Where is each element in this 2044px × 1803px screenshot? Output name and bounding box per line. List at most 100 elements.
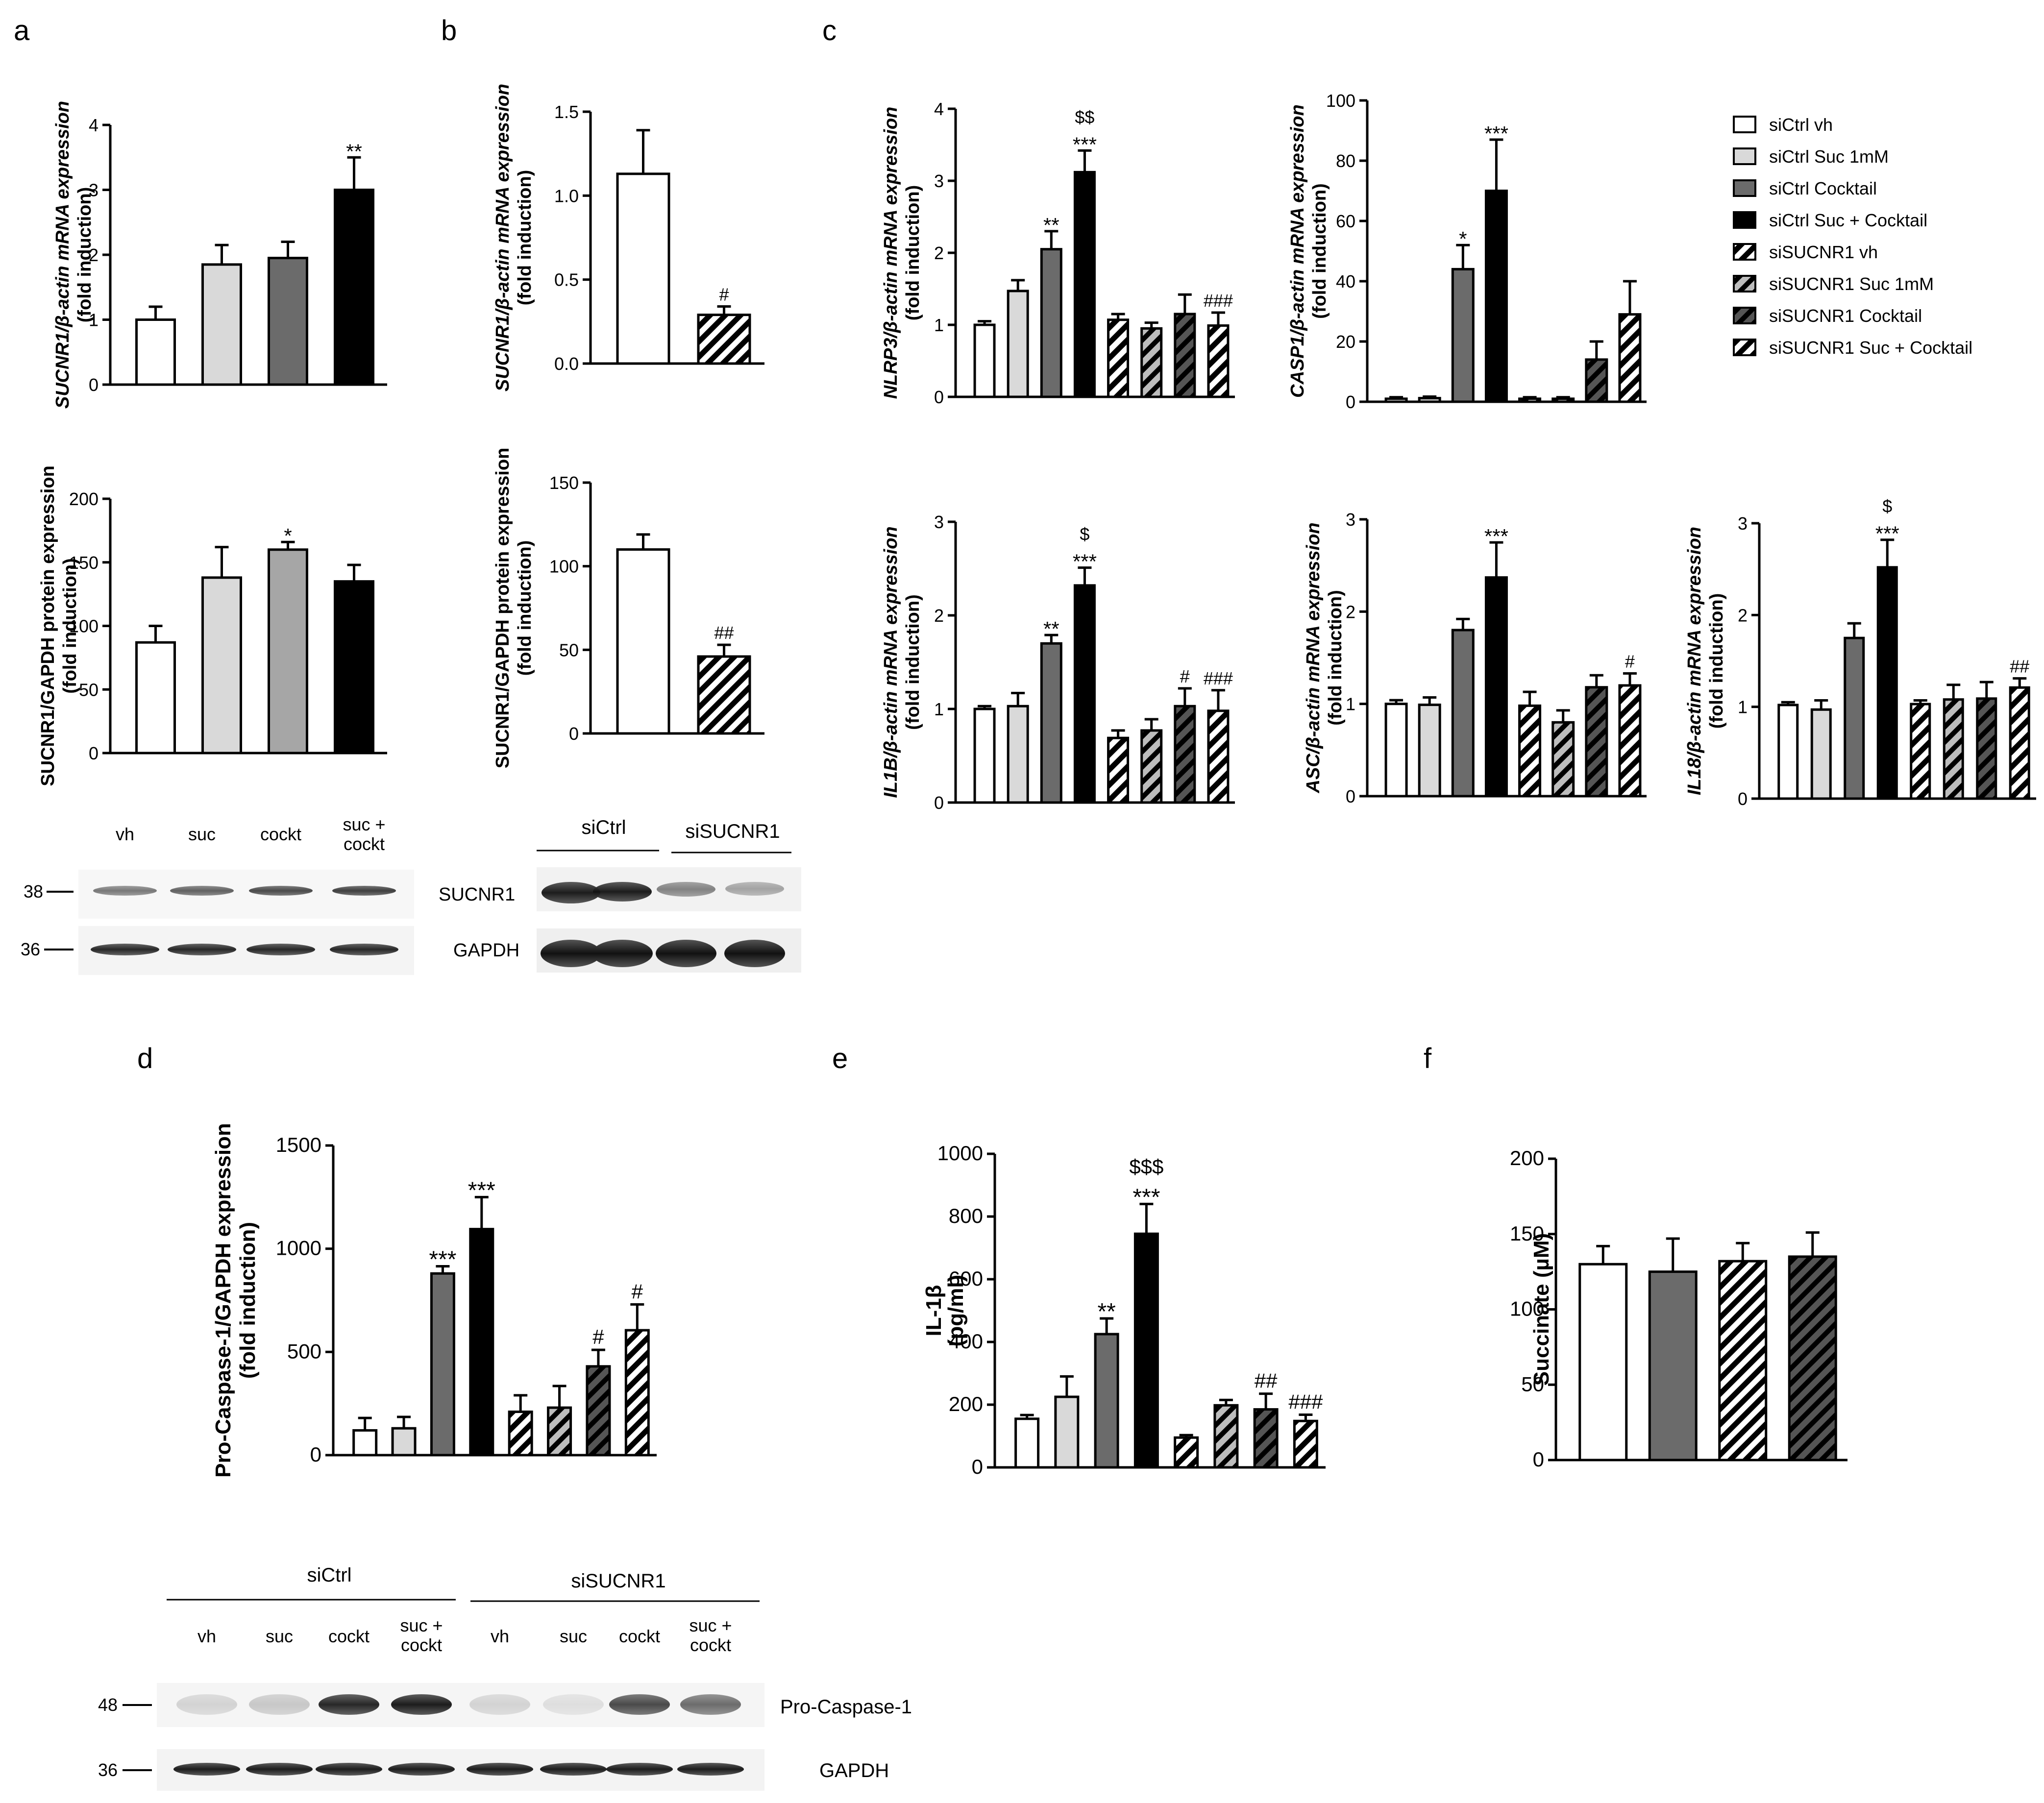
bar: [430, 1272, 455, 1457]
legend-swatch: [1733, 211, 1756, 229]
y-tick-label: 150: [549, 473, 579, 493]
significance-label: *: [1459, 227, 1467, 250]
blot-band: [173, 1763, 240, 1776]
bar: [697, 655, 751, 735]
significance-label: $: [1080, 524, 1089, 544]
y-tick-label: 1.5: [554, 102, 579, 122]
significance-label: ***: [1484, 122, 1508, 145]
y-tick-label: 2: [1346, 602, 1355, 622]
y-tick-label: 0: [569, 724, 579, 744]
chart-b_mrna: 0.0 0.5 1.0 1.5 SUCNR1/β-actin mRNA expressi…: [493, 84, 764, 391]
blot-d-lane-label: vh: [197, 1626, 216, 1646]
blot-band: [543, 1694, 604, 1715]
bar: [1094, 1333, 1119, 1469]
y-tick-label: 500: [287, 1340, 321, 1363]
blot-band: [249, 886, 313, 896]
y-tick-label: 0: [89, 375, 99, 395]
y-tick-label: 400: [949, 1330, 983, 1353]
blot-d-marker: 36: [98, 1760, 118, 1780]
bar: [1451, 629, 1475, 798]
legend-swatch: [1733, 147, 1756, 165]
y-tick-label: 1: [934, 315, 944, 335]
y-axis-label: (fold induction): [74, 187, 95, 322]
y-tick-label: 60: [1336, 211, 1355, 231]
chart-d: 0 500 1000 1500 Pro-Caspase-1/GAPDH expressi…: [211, 1123, 657, 1478]
y-axis-label: CASP1/β-actin mRNA expression: [1287, 104, 1308, 398]
significance-label: **: [346, 140, 362, 163]
y-tick-label: 1: [1346, 694, 1355, 714]
y-tick-label: 0: [310, 1443, 321, 1466]
y-tick-label: 50: [559, 640, 579, 660]
chart-b_protein: 0 50 100 150 SUCNR1/GAPDH protein expression…: [493, 448, 764, 768]
bar: [1976, 697, 1997, 800]
panel-letter-e: e: [832, 1043, 848, 1074]
significance-label: #: [592, 1325, 604, 1348]
significance-label: ***: [429, 1246, 456, 1272]
blot-band: [93, 886, 157, 896]
y-axis-label: ASC/β-actin mRNA expression: [1303, 522, 1324, 793]
y-tick-label: 50: [1521, 1372, 1544, 1395]
bar: [1718, 1260, 1768, 1462]
blot-band: [246, 1763, 313, 1776]
bar: [268, 257, 308, 386]
legend-label: siCtrl vh: [1769, 115, 1833, 135]
bar: [1451, 268, 1475, 403]
bar: [1007, 705, 1029, 804]
bar: [1054, 1395, 1080, 1469]
y-tick-label: 80: [1336, 151, 1355, 171]
y-axis-label: IL-1β: [922, 1285, 946, 1336]
bar: [508, 1411, 533, 1457]
y-tick-label: 100: [1326, 91, 1355, 111]
blot-d-group-label: siSUCNR1: [571, 1570, 665, 1592]
bar: [1943, 698, 1964, 800]
y-tick-label: 200: [949, 1392, 983, 1415]
legend-label: siSUCNR1 Cocktail: [1769, 306, 1922, 326]
blot-d-lane-label: cockt: [328, 1626, 369, 1646]
blot-d-row-label: Pro-Caspase-1: [780, 1696, 912, 1718]
significance-label: ###: [1204, 668, 1233, 688]
y-axis-label: Succinate (µM): [1529, 1233, 1553, 1386]
blot-d-row-label: GAPDH: [819, 1760, 889, 1781]
bar: [1648, 1270, 1698, 1462]
y-tick-label: 0: [934, 793, 944, 813]
bar: [1585, 686, 1608, 798]
blot-band: [316, 1763, 382, 1776]
bar: [1810, 708, 1832, 800]
panel-letter-c: c: [822, 15, 837, 47]
bar: [1174, 313, 1196, 398]
bar: [1777, 704, 1799, 800]
significance-label: ***: [1875, 522, 1899, 545]
y-tick-label: 4: [89, 115, 99, 135]
blot-band: [388, 1763, 455, 1776]
bar: [1518, 397, 1542, 403]
blot-d-lane-label: vh: [491, 1626, 509, 1646]
significance-label: #: [1625, 652, 1635, 672]
y-tick-label: 3: [1346, 510, 1355, 530]
y-tick-label: 4: [934, 99, 944, 119]
y-tick-label: 0: [1346, 392, 1355, 412]
y-tick-label: 1: [89, 310, 99, 330]
blot-band: [657, 882, 715, 897]
significance-label: ***: [1133, 1184, 1160, 1210]
y-tick-label: 2: [1738, 605, 1748, 625]
blot-b-group-label: siSUCNR1: [685, 821, 780, 842]
blot-d-lane-label: suc: [560, 1626, 587, 1646]
y-axis-label: (fold induction): [515, 170, 535, 305]
y-axis-label: IL1B/β-actin mRNA expression: [881, 526, 901, 798]
significance-label: *: [284, 524, 292, 547]
bar: [1876, 566, 1898, 800]
blot-band: [91, 944, 159, 955]
y-tick-label: 800: [949, 1204, 983, 1227]
bar: [1484, 190, 1508, 403]
legend-swatch: [1733, 339, 1756, 356]
bar: [352, 1429, 378, 1457]
y-tick-label: 2: [89, 245, 99, 265]
blot-d-lane-label: cockt: [619, 1626, 660, 1646]
y-tick-label: 20: [1336, 332, 1355, 352]
y-axis-label: (fold induction): [903, 594, 923, 730]
blot-d-lane-label: suc: [266, 1626, 293, 1646]
blot-band: [168, 944, 236, 955]
y-tick-label: 0: [89, 743, 99, 763]
bar: [1140, 327, 1163, 398]
